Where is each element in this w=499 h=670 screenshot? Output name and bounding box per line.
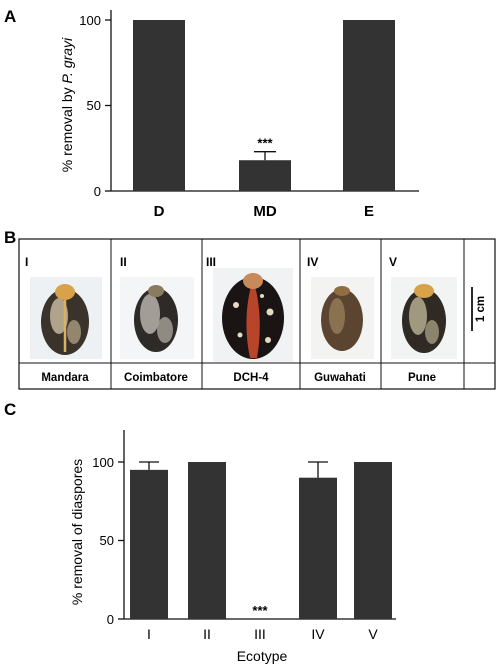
panel-a-y-tick-label-0: 0 [94,184,101,199]
seed-caruncle [414,284,434,298]
seed-speck [266,308,274,316]
seed-mottling [329,298,345,334]
seed-caruncle [148,285,164,297]
panel-c-chart: C % removal of diaspores 100 50 0 *** I … [4,400,396,664]
panel-b-letter: B [4,228,16,247]
panel-c-y-axis-title: % removal of diaspores [69,459,85,605]
seed-image-pune [391,277,457,359]
panel-c-x-label-i: I [147,626,151,642]
panel-c-significance-iii: *** [252,603,268,618]
panel-b-numeral-iv: IV [307,255,318,269]
panel-a-letter: A [4,7,16,26]
seed-mottling [67,320,81,344]
seed-name-guwahati: Guwahati [314,372,366,384]
seed-name-pune: Pune [408,372,436,384]
panel-c-x-label-iii: III [254,626,266,642]
panel-a-chart: A % removal by P. grayi 100 50 0 *** D M… [4,7,419,220]
seed-mottling [157,317,173,343]
panel-b-frame [18,238,496,390]
panel-c-bar-iv [299,477,337,619]
panel-a-bar-e [343,20,395,191]
panel-c-x-label-v: V [368,626,378,642]
panel-c-bar-i [130,469,168,619]
panel-a-y-tick-label-100: 100 [79,13,101,28]
panel-a-y-axis-title: % removal by P. grayi [59,37,75,172]
seed-name-dch-4: DCH-4 [233,372,269,384]
panel-c-y-tick-label-50: 50 [100,533,114,548]
panel-a-bar-d [133,20,185,191]
seed-speck [265,337,271,343]
panel-b-numeral-v: V [389,255,397,269]
seed-name-mandara: Mandara [41,372,89,384]
panel-b-numeral-iii: III [206,255,216,269]
panel-a-y-tick-label-50: 50 [87,98,101,113]
seed-speck [260,294,264,298]
panel-c-bar-v [354,462,392,619]
panel-a-bar-md [239,160,291,191]
panel-c-x-label-iv: IV [311,626,325,642]
seed-mottling [50,298,68,334]
panel-a-x-label-d: D [154,203,165,220]
panel-c-y-tick-label-0: 0 [107,612,114,627]
seed-stripe [246,280,260,358]
seed-mottling [409,297,427,335]
seed-mottling [425,320,439,344]
seed-image-guwahati [311,277,374,359]
panel-c-y-tick-label-100: 100 [92,455,114,470]
seed-image-dch-4 [213,268,293,362]
panel-b-numeral-i: I [25,255,28,269]
seed-image-coimbatore [120,277,194,359]
seed-image-mandara [30,277,102,359]
seed-speck [233,302,239,308]
seed-caruncle [334,286,350,296]
panel-a-significance-md: *** [257,136,273,151]
seed-speck [237,332,243,338]
seed-mottling [140,294,160,334]
panel-b-numeral-ii: II [120,255,127,269]
scale-bar-label: 1 cm [475,296,487,322]
panel-c-x-axis-title: Ecotype [237,648,288,664]
panel-c-x-label-ii: II [203,626,211,642]
panel-c-bar-ii [188,462,226,619]
seed-caruncle [243,273,263,289]
panel-b-seed-table: B I II III IV V [4,228,496,390]
panel-c-letter: C [4,400,16,419]
panel-a-x-label-md: MD [253,203,276,220]
seed-name-coimbatore: Coimbatore [124,372,188,384]
seed-caruncle [55,284,75,300]
panel-a-x-label-e: E [364,203,374,220]
